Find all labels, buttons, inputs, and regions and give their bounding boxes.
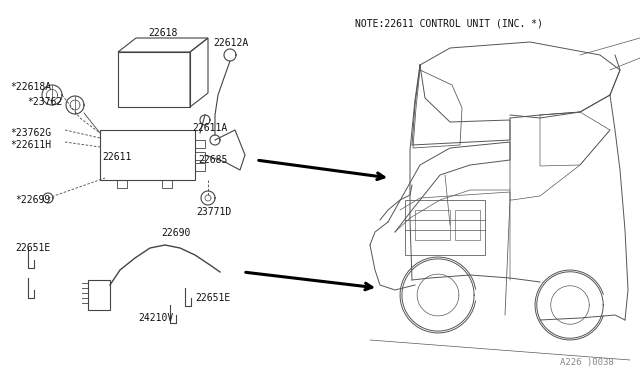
Text: 22651E: 22651E — [15, 243, 51, 253]
Text: 22651E: 22651E — [195, 293, 230, 303]
Text: *23762G: *23762G — [10, 128, 51, 138]
Text: *22618A: *22618A — [10, 82, 51, 92]
Text: 24210V: 24210V — [138, 313, 173, 323]
Text: 22618: 22618 — [148, 28, 177, 38]
Text: *22611H: *22611H — [10, 140, 51, 150]
Text: 22611A: 22611A — [192, 123, 227, 133]
Text: *23762: *23762 — [27, 97, 62, 107]
Text: 22611: 22611 — [102, 152, 131, 162]
Text: 22612A: 22612A — [213, 38, 248, 48]
Text: A226 )0038: A226 )0038 — [560, 358, 614, 367]
Text: 22690: 22690 — [161, 228, 190, 238]
Text: *22699: *22699 — [15, 195, 51, 205]
Text: NOTE:22611 CONTROL UNIT (INC. *): NOTE:22611 CONTROL UNIT (INC. *) — [355, 18, 543, 28]
Text: 23771D: 23771D — [196, 207, 231, 217]
Text: 22685: 22685 — [198, 155, 227, 165]
